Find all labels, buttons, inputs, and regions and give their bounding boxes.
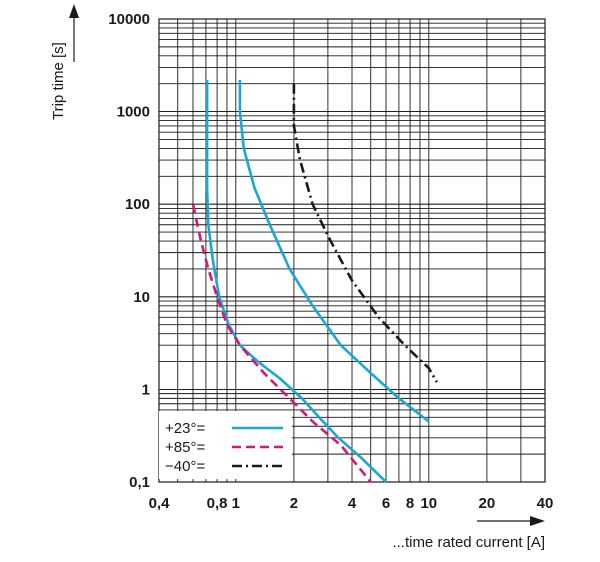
x-tick-label: 40: [537, 495, 554, 512]
legend-label: +85°=: [165, 439, 205, 456]
y-tick-label: 10000: [108, 11, 150, 28]
x-tick-label: 6: [382, 495, 390, 512]
legend-box: [159, 411, 292, 479]
x-tick-label: 2: [290, 495, 298, 512]
x-tick-labels: 0,4 0,8 1 2 4 6 8 10 20 40: [149, 495, 554, 512]
x-axis-arrow-icon: [530, 516, 545, 526]
x-tick-label: 0,4: [149, 495, 171, 512]
y-tick-label: 0,1: [129, 474, 150, 491]
y-tick-label: 10: [133, 289, 150, 306]
x-tick-label: 0,8: [207, 495, 228, 512]
series-line-2: [191, 203, 372, 483]
y-tick-label: 1000: [117, 104, 150, 121]
x-tick-label: 4: [348, 495, 357, 512]
x-tick-label: 8: [406, 495, 414, 512]
legend: +23°= +85°= −40°=: [159, 411, 292, 479]
y-tick-labels: 0,1 1 10 100 1000 10000: [108, 11, 150, 491]
y-axis-title: Trip time [s]: [50, 42, 67, 120]
series-line-1: [238, 79, 430, 423]
y-tick-label: 100: [125, 196, 150, 213]
legend-label: −40°=: [165, 458, 205, 475]
series-line-3: [292, 83, 438, 383]
x-tick-label: 20: [479, 495, 496, 512]
x-tick-label: 1: [232, 495, 240, 512]
y-tick-label: 1: [142, 381, 150, 398]
grid: [158, 18, 546, 483]
plot-frame: [158, 18, 546, 483]
x-tick-label: 10: [420, 495, 437, 512]
x-axis-title: ...time rated current [A]: [392, 534, 545, 551]
legend-label: +23°=: [165, 420, 205, 437]
series-line-0: [205, 79, 387, 483]
series-lines: [191, 79, 438, 483]
y-axis-arrow-icon: [69, 4, 79, 18]
axis-titles: Trip time [s] ...time rated current [A]: [50, 4, 545, 551]
